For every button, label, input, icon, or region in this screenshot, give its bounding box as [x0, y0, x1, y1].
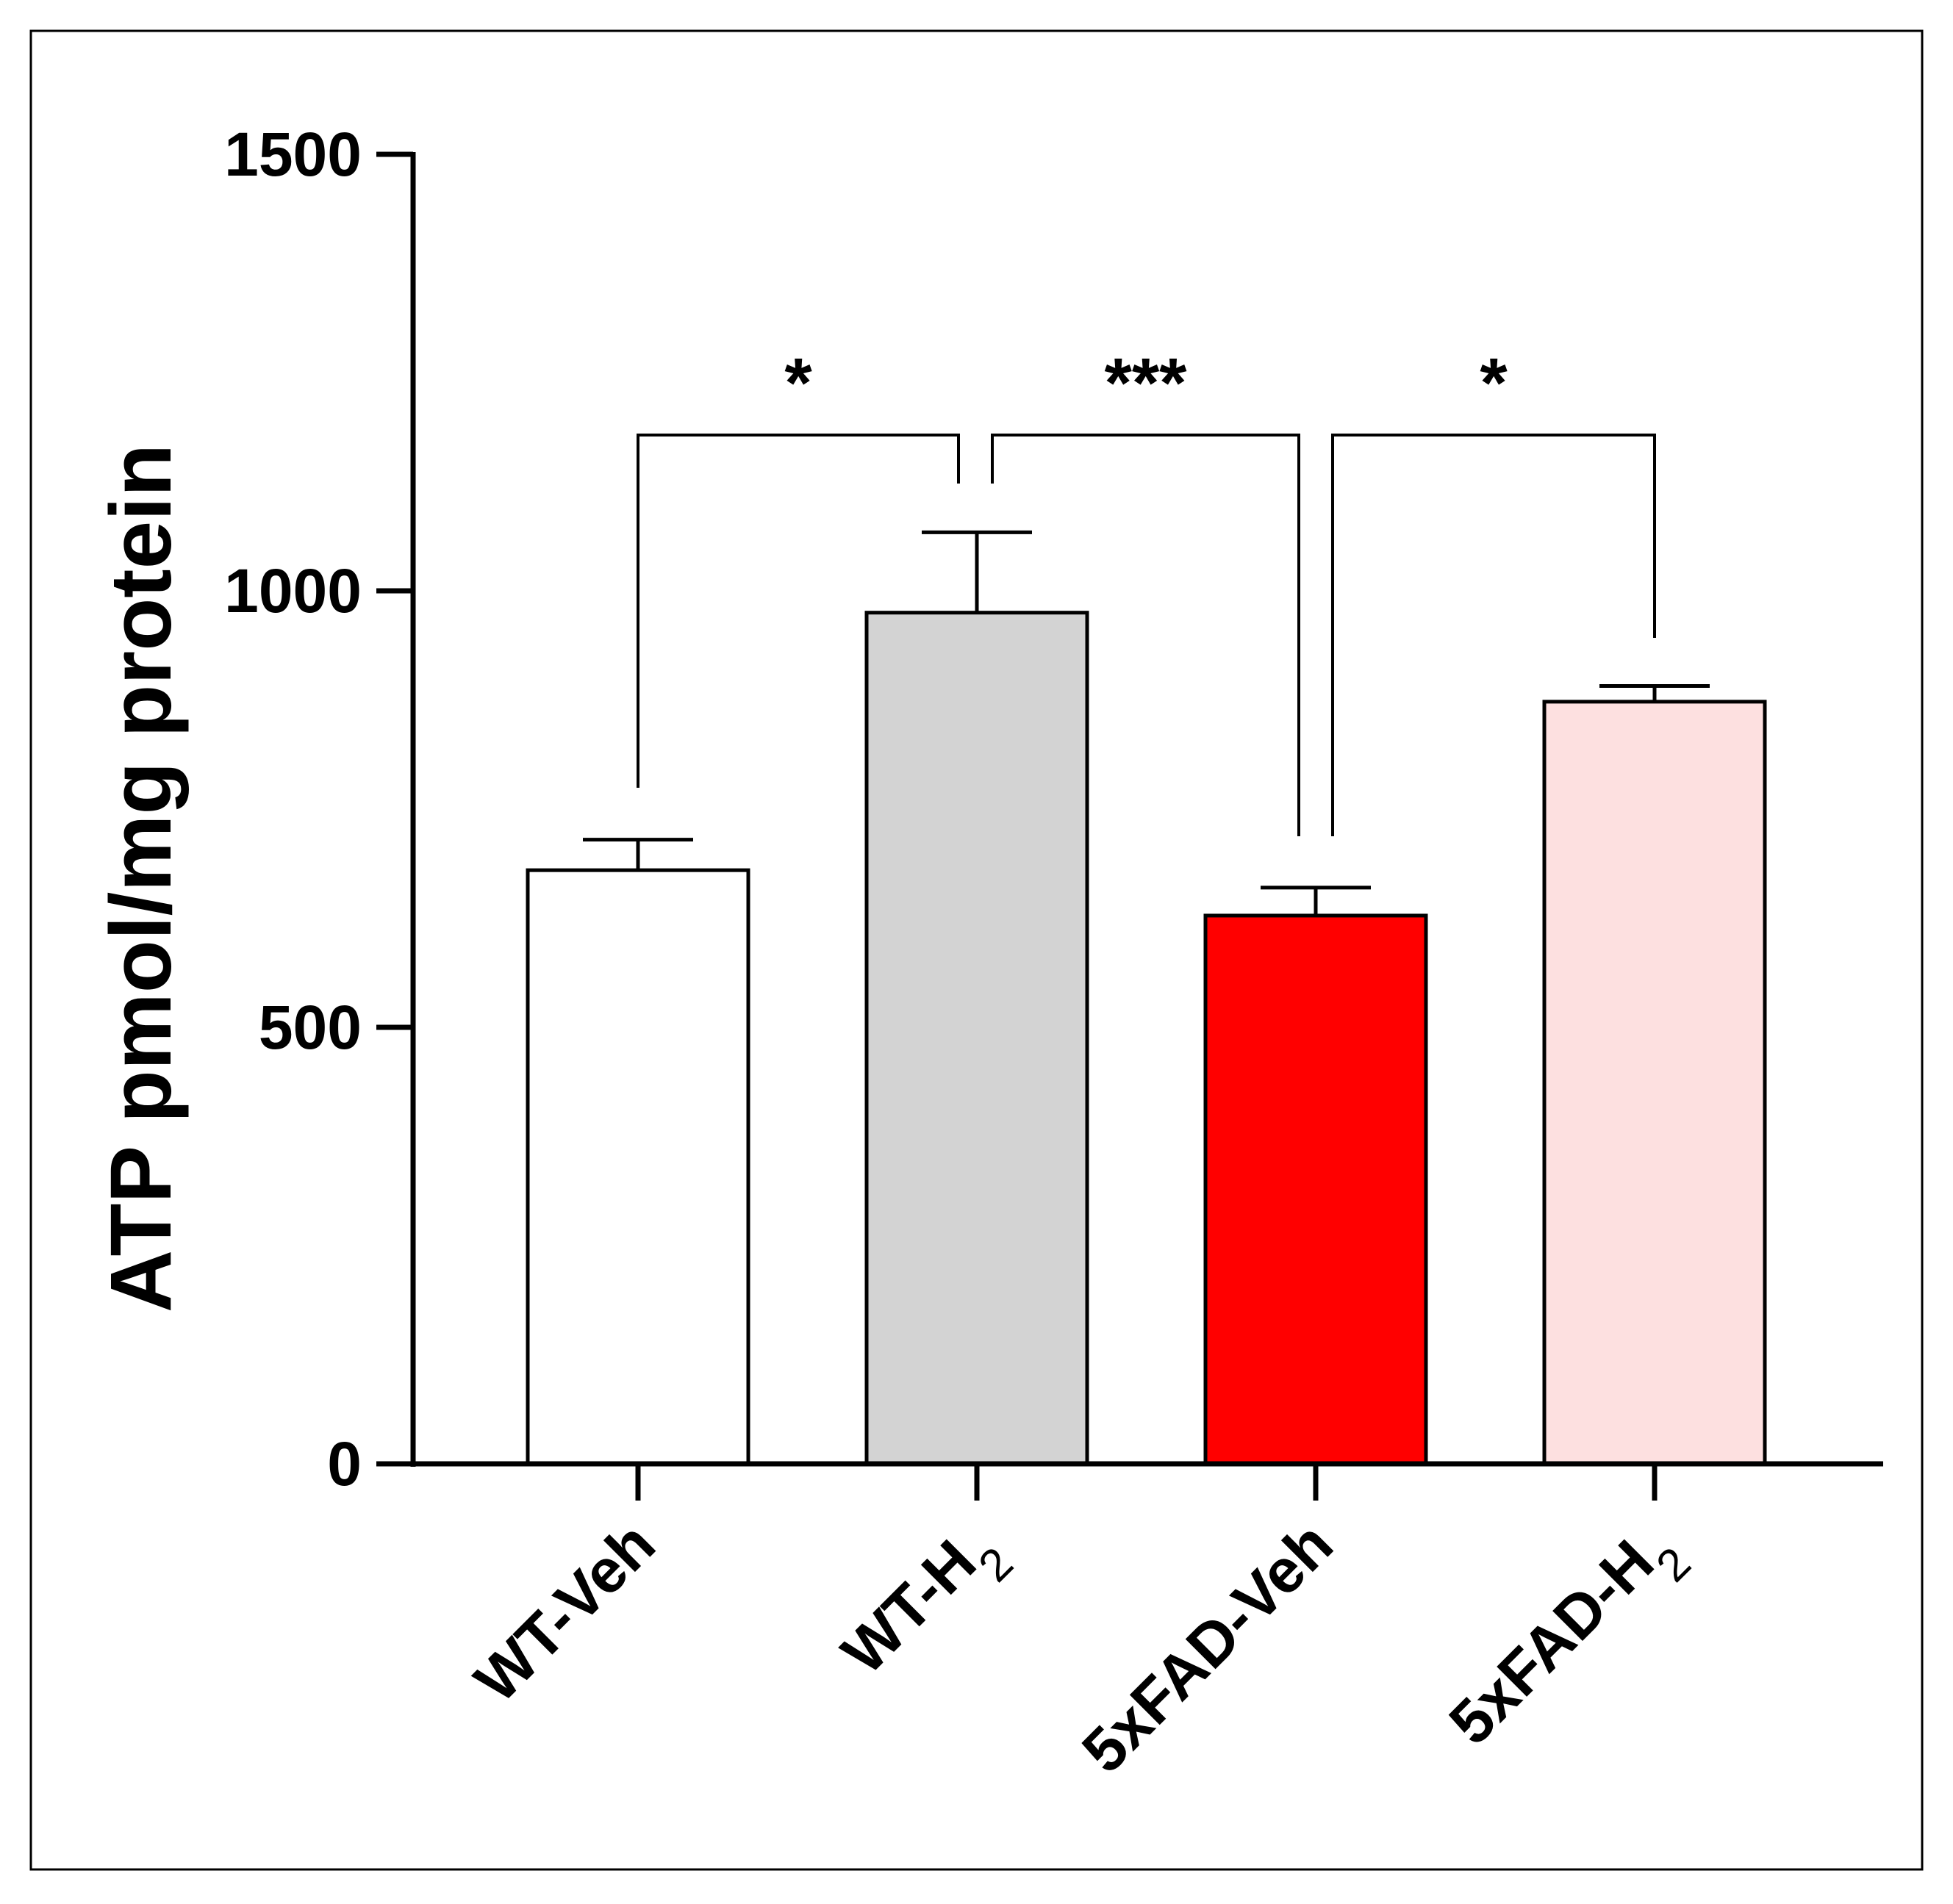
significance-bracket-0 — [637, 434, 960, 788]
bar-3 — [1542, 700, 1767, 1466]
bar-2 — [1203, 913, 1428, 1466]
y-axis-title: ATP pmol/mg protein — [93, 444, 190, 1312]
significance-bracket-1 — [991, 434, 1300, 836]
y-tick-label-3: 1500 — [224, 120, 362, 189]
bar-0 — [526, 868, 750, 1466]
y-tick-label-2: 1000 — [224, 556, 362, 625]
bar-1 — [864, 611, 1089, 1466]
significance-bracket-2 — [1331, 434, 1656, 836]
significance-label-0: * — [784, 344, 812, 423]
significance-label-2: * — [1480, 344, 1508, 423]
y-tick-label-0: 0 — [327, 1429, 362, 1498]
y-tick-label-1: 500 — [259, 993, 362, 1062]
significance-label-1: *** — [1104, 344, 1187, 423]
